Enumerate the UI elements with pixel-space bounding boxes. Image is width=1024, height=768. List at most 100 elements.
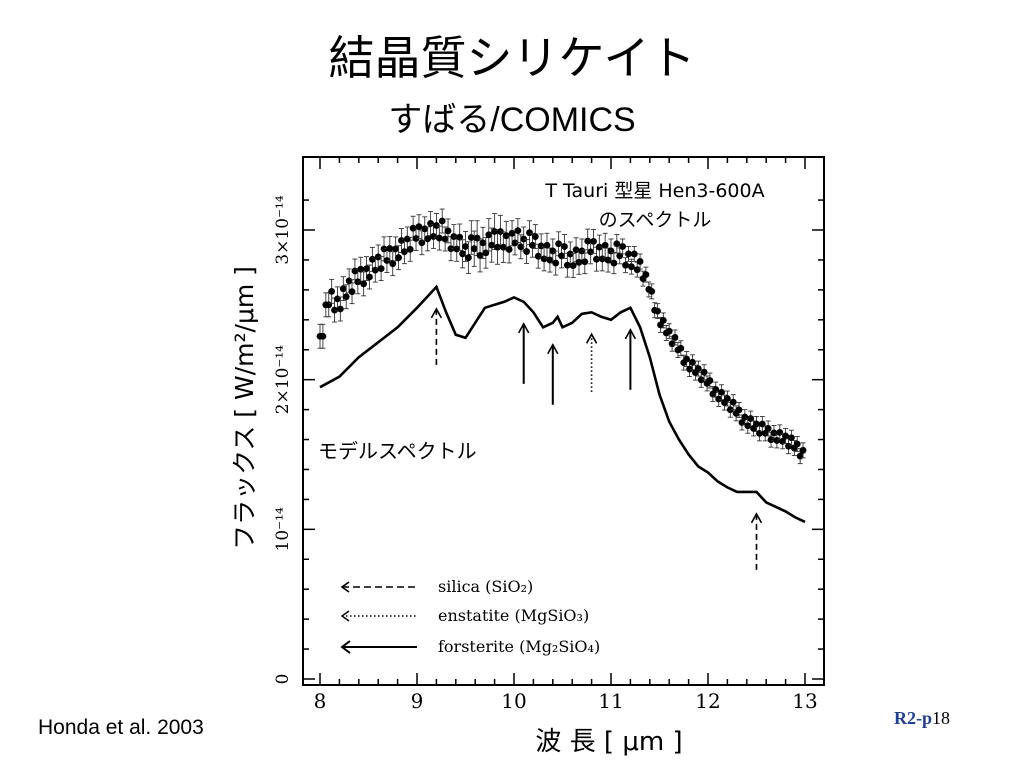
data-point	[485, 231, 493, 239]
feature-markers	[430, 307, 763, 574]
data-point	[706, 377, 714, 384]
data-point	[424, 235, 432, 243]
data-point	[462, 243, 469, 250]
data-point	[659, 316, 667, 324]
data-point	[613, 240, 621, 248]
data-point	[726, 406, 734, 414]
data-point	[558, 252, 565, 260]
data-point	[619, 243, 627, 250]
data-point	[459, 250, 466, 258]
data-point	[767, 436, 775, 444]
data-point	[668, 340, 676, 348]
page-number: R2-p18	[894, 708, 950, 729]
data-point	[386, 245, 394, 252]
data-point	[392, 245, 400, 253]
data-point	[438, 217, 446, 225]
data-point	[360, 280, 368, 288]
data-point	[371, 266, 379, 274]
data-point	[319, 332, 327, 340]
data-point	[799, 446, 807, 454]
data-point	[735, 406, 743, 414]
data-point	[430, 233, 437, 240]
data-point	[476, 252, 484, 259]
data-point	[729, 398, 737, 406]
data-point	[683, 355, 691, 363]
data-point	[642, 271, 650, 279]
data-point	[534, 252, 542, 260]
data-point	[671, 334, 679, 341]
data-point	[689, 358, 696, 366]
data-point	[636, 258, 644, 265]
data-point	[368, 255, 376, 263]
data-point	[520, 235, 528, 243]
data-point	[578, 247, 586, 255]
data-point	[598, 255, 606, 263]
data-point	[584, 237, 592, 245]
data-point	[427, 220, 434, 227]
feature-marker-arrowhead	[585, 332, 598, 344]
data-point	[517, 243, 525, 251]
data-point	[537, 242, 545, 250]
y-tick-label: 2×10⁻¹⁴	[273, 345, 293, 414]
model-label: モデルスペクトル	[318, 439, 477, 463]
data-point	[479, 239, 487, 247]
data-point	[697, 376, 705, 384]
data-point	[328, 287, 336, 295]
data-point	[785, 442, 792, 450]
x-tick-label: 11	[598, 689, 623, 713]
data-point	[334, 295, 341, 303]
data-point	[398, 237, 405, 244]
legend-enstatite-arrowhead	[340, 610, 350, 622]
data-point	[412, 235, 420, 242]
data-point	[587, 248, 595, 256]
data-point	[325, 301, 333, 309]
data-point	[776, 428, 784, 436]
data-point	[686, 365, 693, 373]
data-point	[409, 224, 417, 232]
data-point	[552, 259, 560, 267]
legend-forsterite-arrowhead	[340, 640, 351, 654]
data-point	[529, 241, 536, 249]
feature-marker-arrowhead	[624, 328, 637, 340]
x-tick-label: 12	[695, 689, 720, 713]
feature-marker-arrowhead	[518, 322, 530, 334]
data-point	[488, 241, 496, 249]
data-point	[561, 243, 568, 250]
data-point	[377, 265, 385, 273]
page-prefix: R2-p	[894, 708, 933, 728]
data-point	[654, 307, 661, 315]
data-point	[715, 395, 723, 403]
data-point	[374, 253, 382, 261]
data-point	[342, 293, 350, 301]
data-point	[339, 285, 347, 293]
data-point	[595, 243, 603, 251]
data-point	[395, 254, 402, 262]
data-point	[345, 277, 353, 285]
data-point	[700, 368, 708, 376]
data-point	[604, 256, 612, 264]
data-point	[773, 437, 781, 444]
data-point	[453, 245, 461, 253]
legend-enstatite-label: enstatite (MgSiO₃)	[438, 606, 589, 625]
data-point	[607, 247, 615, 255]
y-tick-label: 0	[273, 674, 293, 685]
data-point	[415, 223, 423, 231]
data-point	[531, 233, 539, 240]
data-point	[665, 327, 673, 335]
feature-marker-arrowhead	[750, 512, 763, 524]
feature-marker-arrowhead	[430, 307, 443, 319]
data-point	[694, 365, 702, 372]
data-point	[601, 241, 609, 249]
data-point	[744, 422, 752, 430]
data-point	[508, 229, 516, 237]
legend-silica-arrowhead	[340, 581, 350, 593]
data-point	[563, 261, 571, 269]
data-point	[380, 245, 388, 253]
data-point	[648, 287, 656, 295]
x-axis-label: 波 長 [ μm ]	[535, 727, 682, 757]
data-point	[627, 263, 635, 271]
data-point	[782, 432, 789, 440]
y-axis-label: フラックス [ W/m²/μm ]	[230, 266, 259, 550]
y-tick-label: 3×10⁻¹⁴	[273, 195, 293, 264]
